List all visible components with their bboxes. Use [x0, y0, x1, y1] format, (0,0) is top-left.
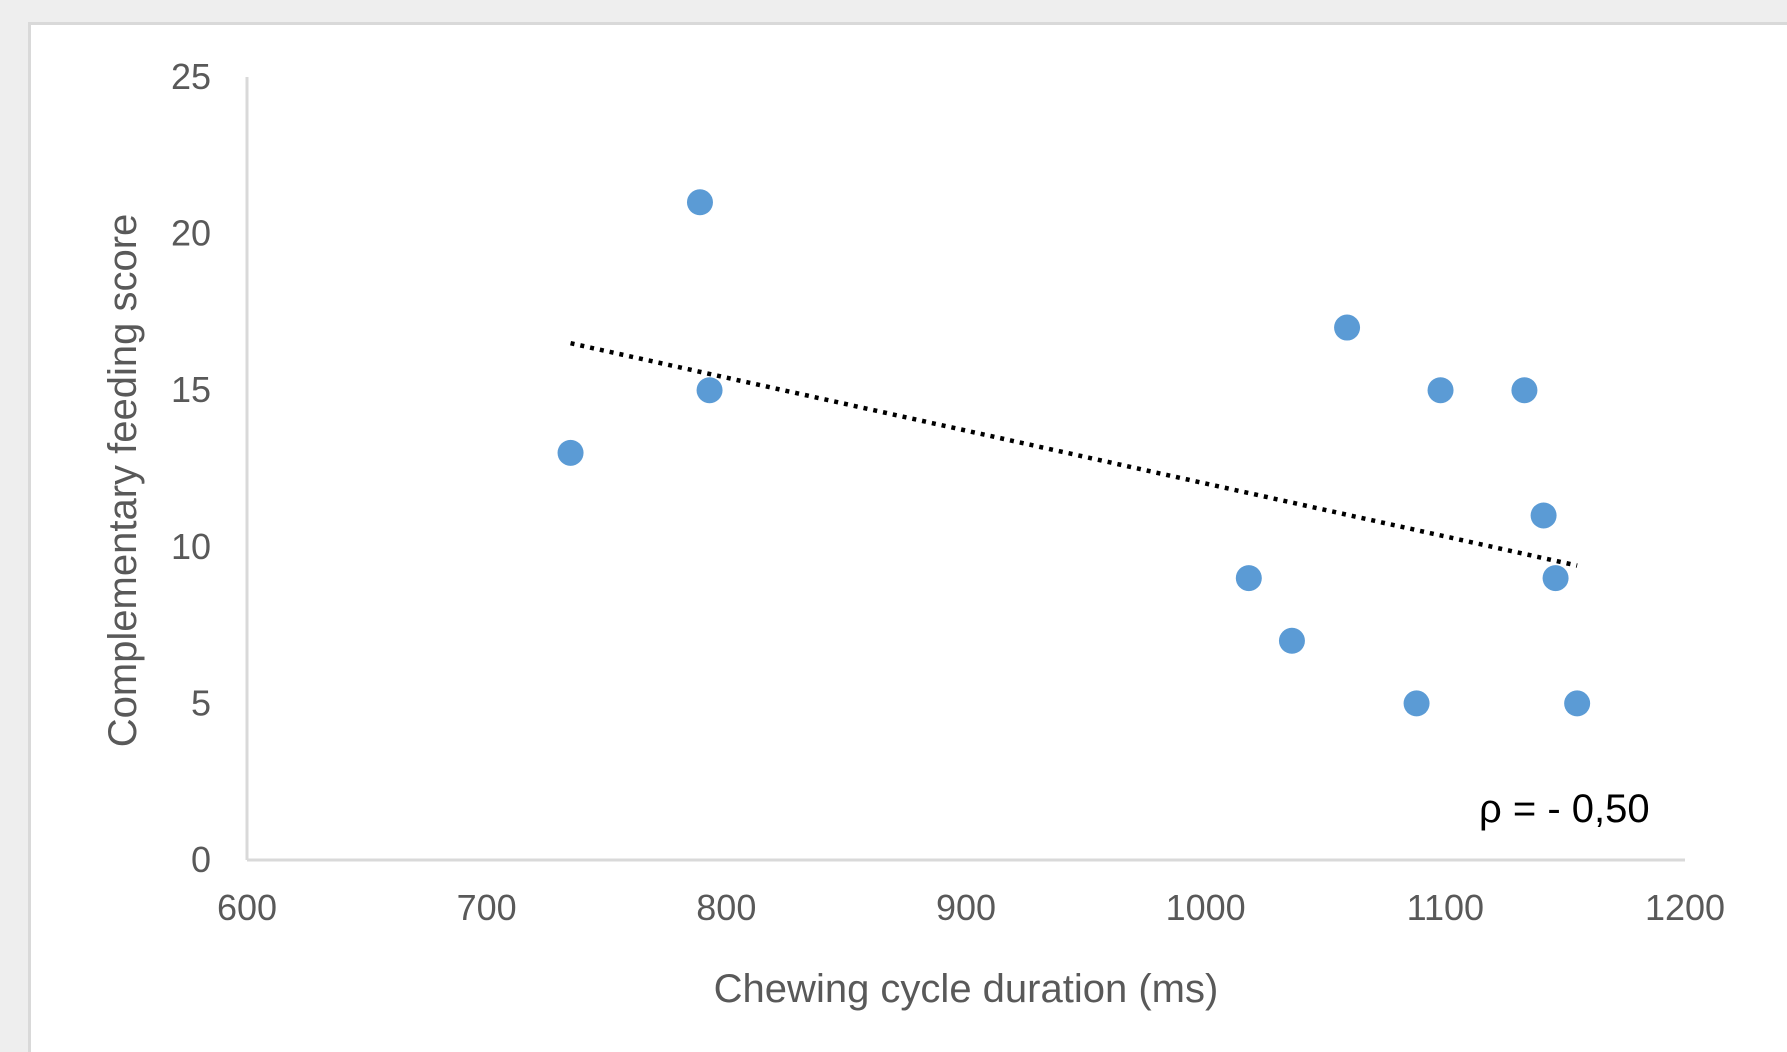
data-point: [1427, 377, 1454, 404]
trendline-group: [570, 341, 1578, 568]
axes: [245, 77, 1685, 862]
data-point: [1542, 565, 1569, 592]
x-tick-label: 600: [217, 887, 277, 928]
data-point: [1235, 565, 1262, 592]
data-point: [1403, 690, 1430, 717]
x-tick-label: 700: [457, 887, 517, 928]
data-point: [696, 377, 723, 404]
trendline: [570, 341, 1578, 568]
data-point: [1530, 502, 1557, 529]
x-tick-label: 1000: [1166, 887, 1246, 928]
data-point: [1334, 314, 1361, 341]
x-axis-title: Chewing cycle duration (ms): [714, 967, 1219, 1011]
x-tick-label: 1100: [1407, 887, 1484, 928]
y-axis-title: Complementary feeding score: [101, 214, 145, 748]
y-tick-label: 10: [171, 526, 211, 567]
x-tick-label: 900: [936, 887, 996, 928]
y-tick-label: 5: [191, 682, 211, 723]
y-tick-label: 15: [171, 369, 211, 410]
correlation-annotation: ρ = - 0,50: [1479, 787, 1650, 831]
data-points: [557, 189, 1591, 717]
data-point: [1564, 690, 1591, 717]
data-point: [557, 439, 584, 466]
y-tick-labels: 0 5 10 15 20 25: [171, 56, 211, 880]
data-point: [686, 189, 713, 216]
y-tick-label: 20: [171, 213, 211, 254]
y-tick-label: 0: [191, 839, 211, 880]
data-point: [1511, 377, 1538, 404]
x-tick-label: 1200: [1645, 887, 1725, 928]
chart-frame: [28, 22, 1787, 1052]
y-tick-label: 25: [171, 56, 211, 97]
data-point: [1278, 627, 1305, 654]
x-tick-labels: 600 700 800 900 1000 1100 1200: [217, 887, 1725, 928]
x-tick-label: 800: [696, 887, 756, 928]
